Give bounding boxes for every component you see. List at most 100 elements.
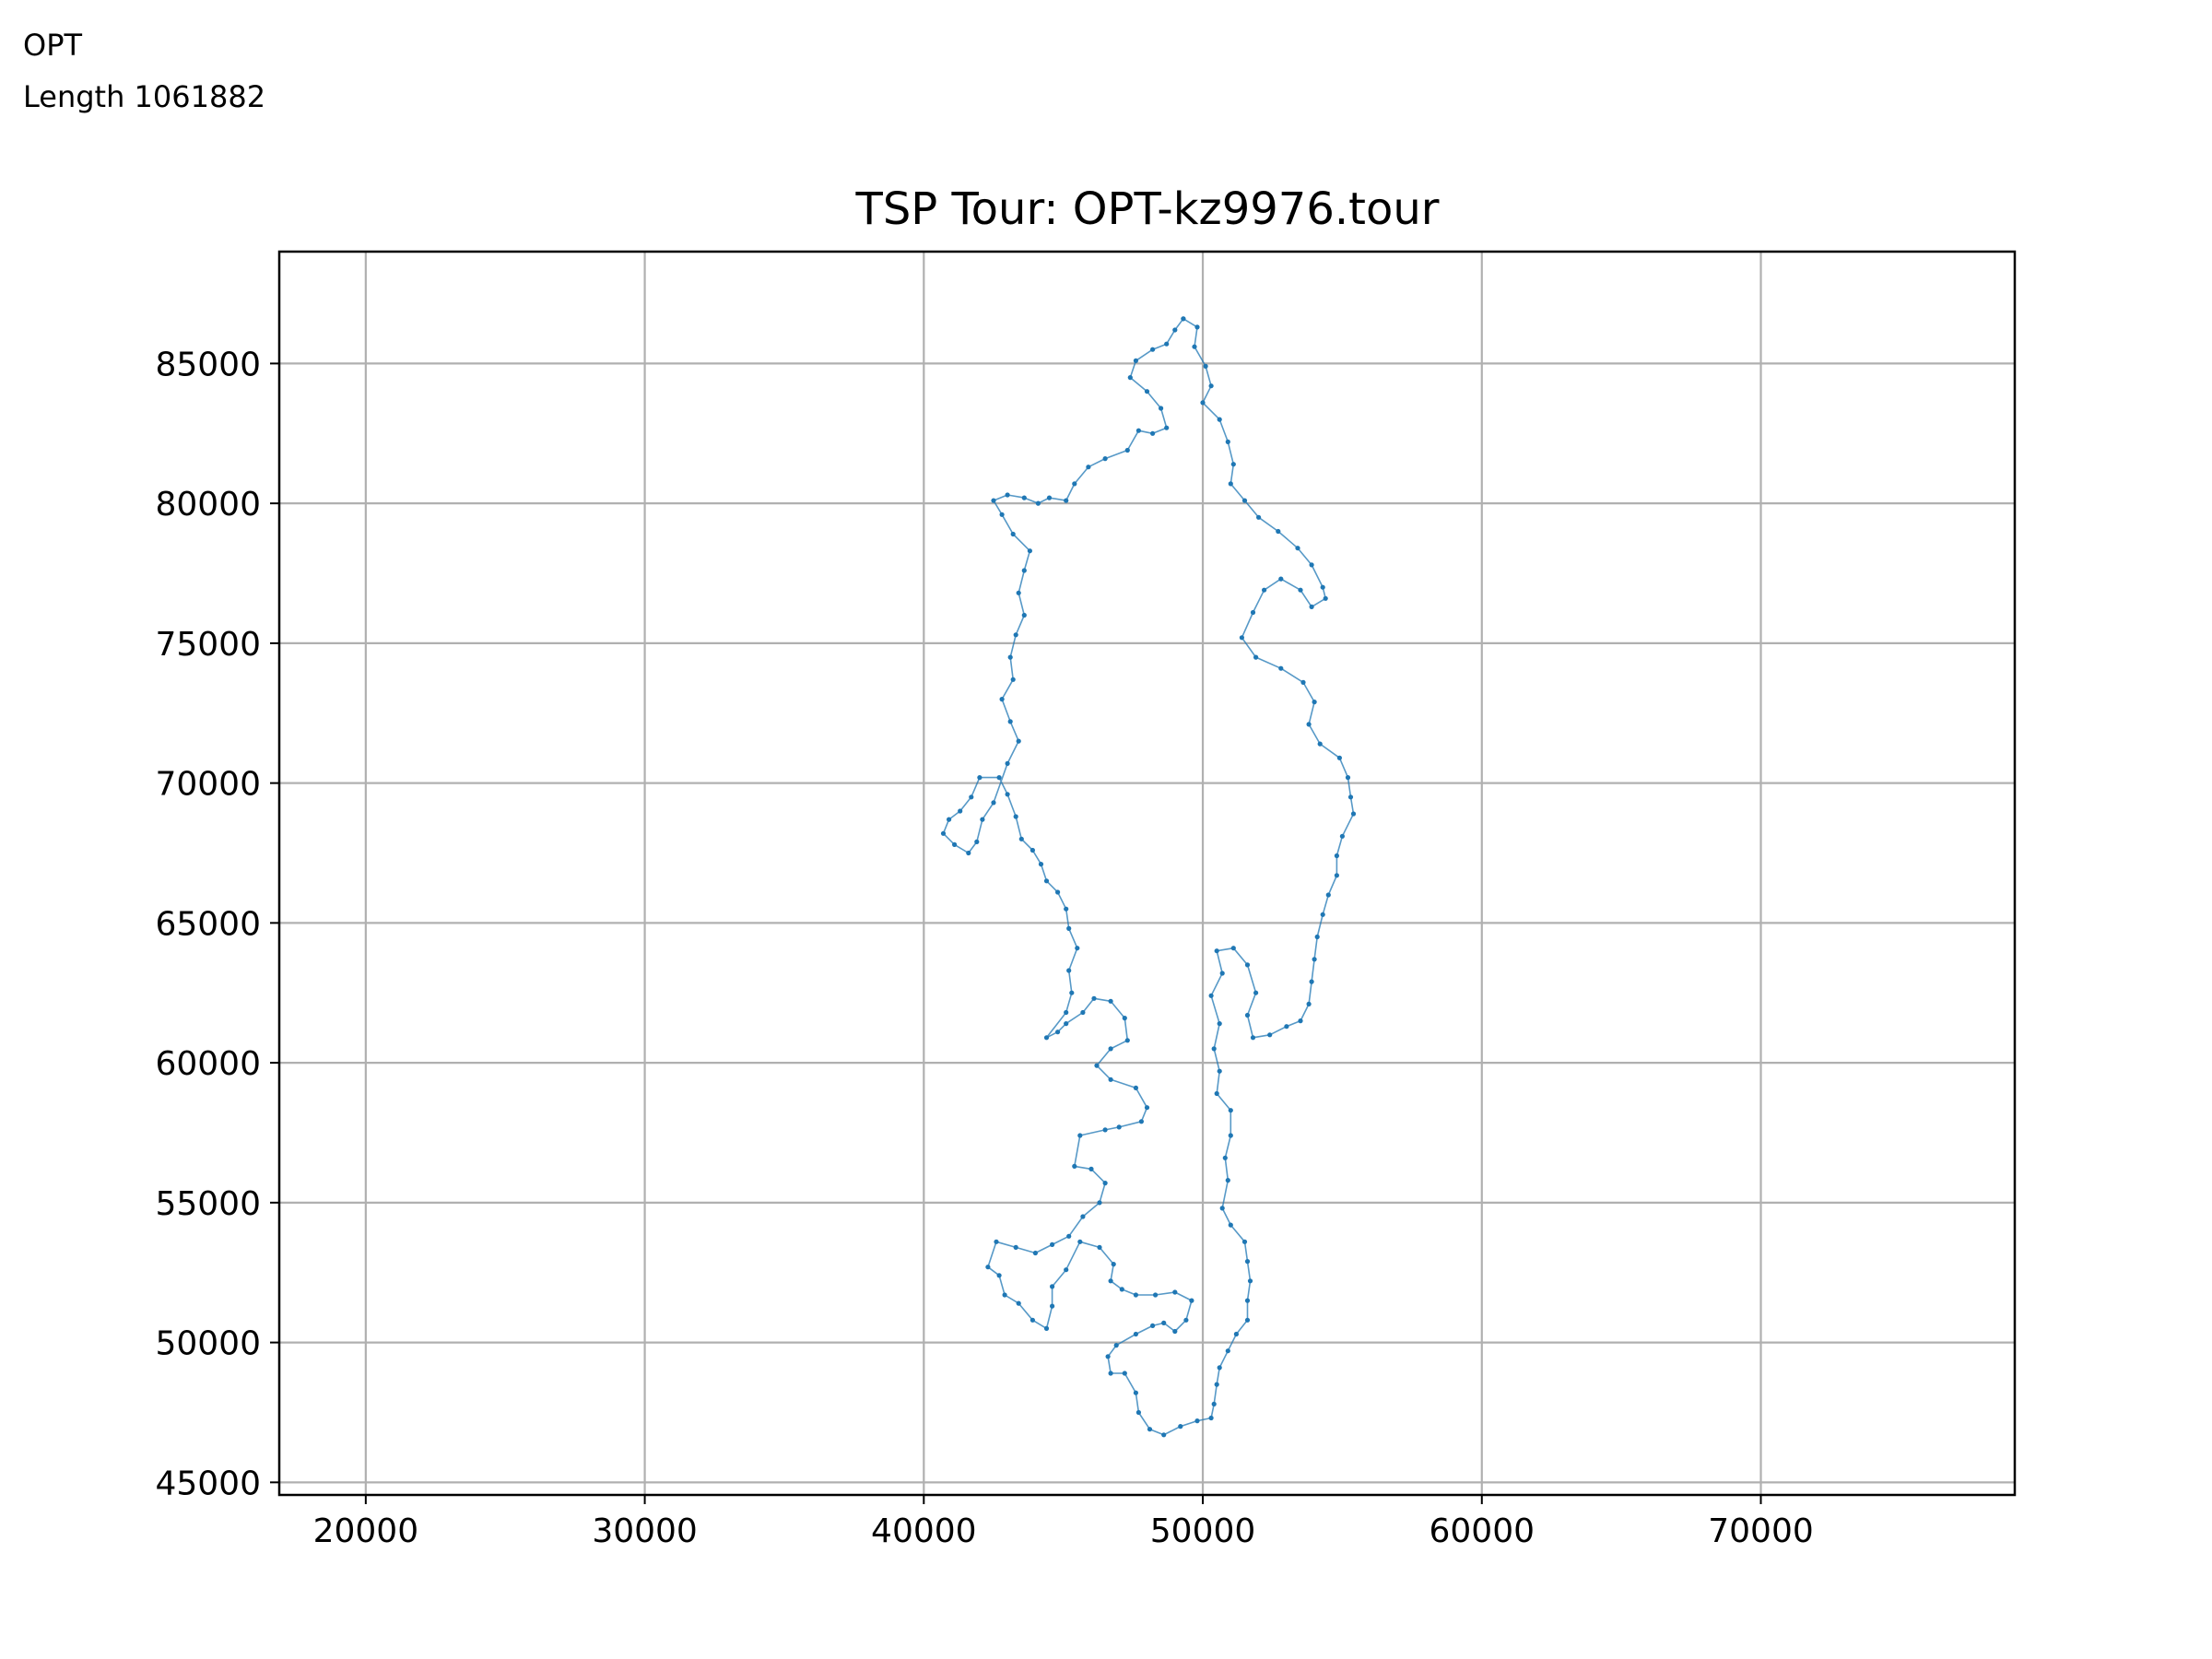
tour-city-point	[966, 850, 971, 856]
tour-city-point	[1214, 1090, 1219, 1097]
tour-city-point	[1241, 1239, 1248, 1244]
tour-city-point	[1189, 1298, 1194, 1303]
tour-city-point	[994, 1239, 999, 1244]
tour-city-point	[1102, 1181, 1108, 1186]
tour-city-point	[980, 817, 985, 822]
tour-city-point	[1013, 814, 1018, 819]
tour-city-point	[1108, 1046, 1113, 1052]
tour-city-point	[1046, 495, 1053, 500]
tour-city-point	[1086, 465, 1091, 470]
tour-city-point	[1144, 1105, 1150, 1111]
tour-city-point	[1077, 1133, 1083, 1138]
tour-city-point	[1147, 1427, 1153, 1432]
tour-city-point	[1150, 430, 1156, 436]
tour-city-point	[1214, 948, 1219, 954]
tour-city-point	[999, 512, 1005, 517]
tour-city-point	[1105, 1354, 1111, 1359]
tour-city-point	[996, 1273, 1002, 1278]
x-tick-label: 70000	[1708, 1512, 1814, 1550]
tour-city-point	[1250, 609, 1256, 616]
tour-city-point	[1064, 906, 1069, 912]
tour-city-point	[985, 1265, 991, 1270]
tour-city-point	[969, 794, 974, 800]
tour-city-point	[1035, 500, 1041, 506]
tour-city-point	[1314, 934, 1320, 940]
tour-city-point	[1097, 1244, 1102, 1250]
tour-city-point	[1072, 481, 1077, 487]
tour-city-point	[1203, 363, 1208, 369]
tour-city-point	[1108, 1278, 1113, 1284]
tour-city-point	[1055, 889, 1061, 895]
tour-city-point	[1345, 775, 1351, 781]
tour-city-point	[1021, 495, 1027, 500]
tour-city-point	[991, 498, 996, 503]
tour-city-point	[1336, 755, 1342, 760]
x-axis-ticks: 20000 30000 40000 50000 60000 70000	[313, 1495, 1814, 1550]
tour-city-point	[1200, 400, 1206, 406]
tour-city-point	[1016, 1300, 1021, 1306]
tour-city-point	[1133, 1390, 1138, 1395]
tour-city-point	[1005, 760, 1010, 767]
tour-city-point	[1064, 498, 1069, 503]
plot-frame	[277, 250, 2017, 1497]
tour-city-point	[1244, 962, 1251, 968]
tour-city-point	[1055, 1030, 1061, 1035]
tour-city-point	[1027, 548, 1032, 554]
tour-city-point	[1002, 1292, 1007, 1298]
tour-city-point	[940, 830, 947, 836]
tour-city-point	[1021, 568, 1027, 573]
tour-city-point	[1007, 654, 1013, 660]
tour-city-point	[1225, 439, 1230, 444]
tour-city-point	[1295, 546, 1300, 551]
tour-city-point	[1194, 1418, 1200, 1424]
tour-city-point	[1013, 1244, 1018, 1250]
tour-city-point	[1021, 612, 1027, 618]
tour-city-point	[1256, 514, 1262, 520]
annotation-length: Length 1061882	[23, 79, 266, 114]
tour-city-point	[1113, 1343, 1119, 1348]
tour-city-point	[1219, 971, 1225, 976]
tour-city-point	[1298, 587, 1303, 593]
tour-city-point	[1222, 1155, 1228, 1160]
tour-city-point	[1267, 1032, 1273, 1038]
tour-city-point	[1217, 417, 1222, 422]
tour-city-point	[1230, 946, 1236, 951]
tour-city-point	[1064, 1267, 1069, 1273]
tour-city-point	[1208, 383, 1214, 389]
tour-city-point	[1339, 833, 1345, 839]
tour-city-point	[1317, 741, 1323, 747]
y-axis-ticks: 45000 50000 55000 60000 65000 70000 75000 80000…	[155, 346, 279, 1502]
tour-city-point	[1016, 590, 1021, 595]
tour-city-point	[1241, 498, 1248, 503]
tour-city-point	[1183, 1317, 1189, 1323]
tour-city-point	[1072, 1163, 1077, 1169]
tour-city-point	[1233, 1331, 1239, 1337]
tour-city-point	[1300, 679, 1306, 686]
tour-city-point	[1347, 794, 1354, 800]
tour-city-point	[1032, 1250, 1038, 1256]
tour-city-point	[1320, 912, 1325, 917]
tour-city-point	[1016, 738, 1021, 744]
tour-city-point	[1080, 1009, 1086, 1016]
tour-city-point	[1075, 946, 1080, 951]
tour-line	[942, 318, 1355, 1436]
tour-city-point	[974, 839, 980, 845]
tour-city-point	[1091, 995, 1097, 1001]
tour-city-point	[1192, 344, 1197, 349]
tour-city-point	[1208, 1415, 1214, 1421]
y-tick-label: 45000	[155, 1465, 261, 1502]
tour-city-point	[1161, 1432, 1167, 1438]
y-tick-label: 50000	[155, 1325, 261, 1363]
tour-city-point	[1309, 604, 1314, 610]
tour-city-point	[1108, 1077, 1113, 1082]
tour-city-point	[1013, 632, 1018, 638]
tour-city-point	[1214, 1382, 1219, 1387]
tour-city-point	[1159, 406, 1164, 411]
tour-city-point	[1108, 998, 1113, 1004]
tour-city-point	[1133, 1331, 1138, 1337]
tour-city-point	[1253, 654, 1259, 660]
x-tick-label: 30000	[592, 1512, 698, 1550]
tour-city-point	[1194, 324, 1200, 330]
tour-city-point	[1133, 1292, 1138, 1298]
